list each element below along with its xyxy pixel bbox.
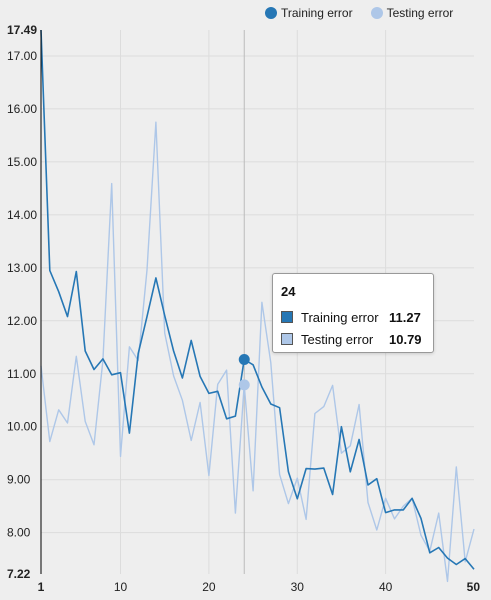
y-tick-label: 17.49 — [7, 23, 37, 37]
y-tick-label: 7.22 — [7, 567, 31, 581]
training-swatch-icon — [281, 311, 293, 323]
training-error-line[interactable] — [40, 29, 475, 570]
x-tick-label: 1 — [38, 580, 45, 594]
tooltip-value-training: 11.27 — [389, 309, 421, 325]
testing-hover-point — [238, 379, 250, 391]
y-tick-label: 11.00 — [7, 367, 36, 381]
hover-markers — [238, 353, 250, 391]
x-tick-label: 10 — [114, 580, 128, 594]
tooltip-title: 24 — [281, 284, 296, 299]
y-tick-label: 16.00 — [7, 102, 37, 116]
y-tick-label: 10.00 — [7, 420, 37, 434]
legend-item-training[interactable]: Training error — [265, 6, 353, 20]
y-tick-label: 15.00 — [7, 155, 37, 169]
x-axis-ticks: 1 10 20 30 40 50 — [38, 580, 481, 594]
y-tick-label: 17.00 — [7, 49, 37, 63]
testing-swatch-icon — [281, 333, 293, 345]
tooltip-row-testing: Testing error 10.79 — [281, 329, 425, 349]
legend: Training error Testing error — [265, 6, 453, 20]
legend-label-testing: Testing error — [386, 6, 454, 20]
training-dot-icon — [265, 7, 277, 19]
training-hover-point — [238, 353, 250, 365]
testing-dot-icon — [370, 7, 383, 19]
series-lines — [40, 29, 475, 583]
y-tick-label: 8.00 — [7, 526, 31, 540]
tooltip-value-testing: 10.79 — [389, 331, 422, 347]
x-tick-label: 50 — [467, 580, 481, 594]
legend-label-training: Training error — [281, 6, 353, 20]
y-tick-label: 13.00 — [7, 261, 37, 275]
legend-item-testing[interactable]: Testing error — [370, 6, 454, 20]
tooltip-label-training: Training error — [301, 309, 379, 325]
x-tick-label: 30 — [291, 580, 305, 594]
tooltip: 24 Training error 11.27 Testing error 10… — [272, 273, 434, 353]
y-axis-ticks: 7.22 8.00 9.00 10.00 11.00 12.00 13.00 14.00 15.… — [7, 23, 37, 581]
testing-error-line[interactable] — [40, 121, 475, 583]
y-tick-label: 9.00 — [7, 473, 31, 487]
x-tick-label: 40 — [379, 580, 393, 594]
y-tick-label: 14.00 — [7, 208, 37, 222]
tooltip-label-testing: Testing error — [301, 331, 374, 347]
tooltip-row-training: Training error 11.27 — [281, 307, 425, 327]
x-tick-label: 20 — [202, 580, 216, 594]
y-tick-label: 12.00 — [7, 314, 37, 328]
